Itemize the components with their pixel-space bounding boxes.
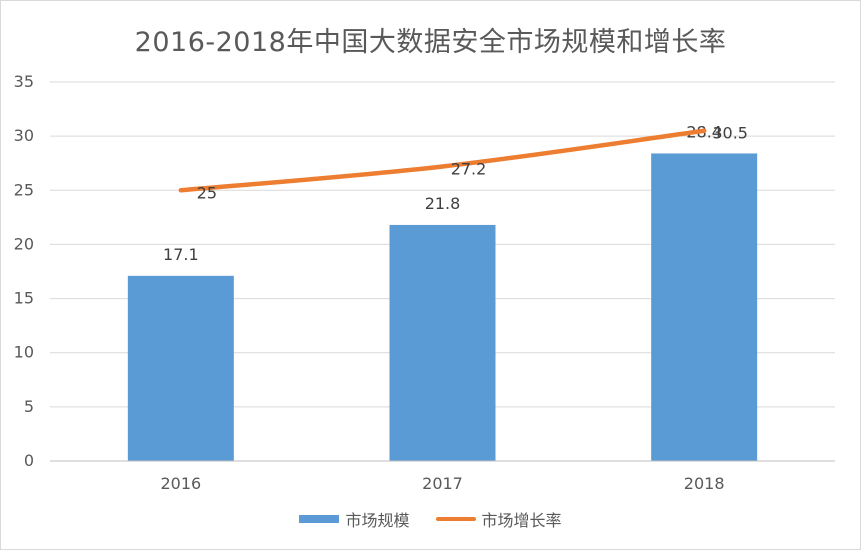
line-data-label: 27.2 [451,159,487,178]
y-tick-label: 5 [24,397,34,416]
legend-swatch-line [435,517,476,521]
legend-swatch-bar [299,515,340,523]
y-tick-label: 0 [24,451,34,470]
legend-label-line: 市场增长率 [481,511,562,530]
y-tick-label: 30 [14,126,34,145]
y-tick-label: 15 [14,289,34,308]
y-tick-label: 20 [14,234,34,253]
x-tick-label: 2016 [160,474,201,493]
bar-data-label: 21.8 [425,194,461,213]
x-tick-label: 2018 [684,474,725,493]
bar [127,275,234,461]
y-tick-label: 10 [14,343,34,362]
x-tick-label: 2017 [422,474,463,493]
line-data-label: 25 [197,183,217,202]
y-tick-label: 35 [14,72,34,91]
legend-item-bar: 市场规模 [299,507,410,531]
bar-data-label: 17.1 [163,245,199,264]
chart-legend: 市场规模 市场增长率 [0,507,861,531]
series-line [178,128,707,193]
bar [389,224,496,461]
y-tick-label: 25 [14,180,34,199]
legend-item-line: 市场增长率 [435,507,562,531]
chart-title: 2016-2018年中国大数据安全市场规模和增长率 [134,27,727,58]
bar [651,153,758,461]
legend-label-bar: 市场规模 [345,511,410,530]
line-data-label: 30.5 [712,124,748,143]
